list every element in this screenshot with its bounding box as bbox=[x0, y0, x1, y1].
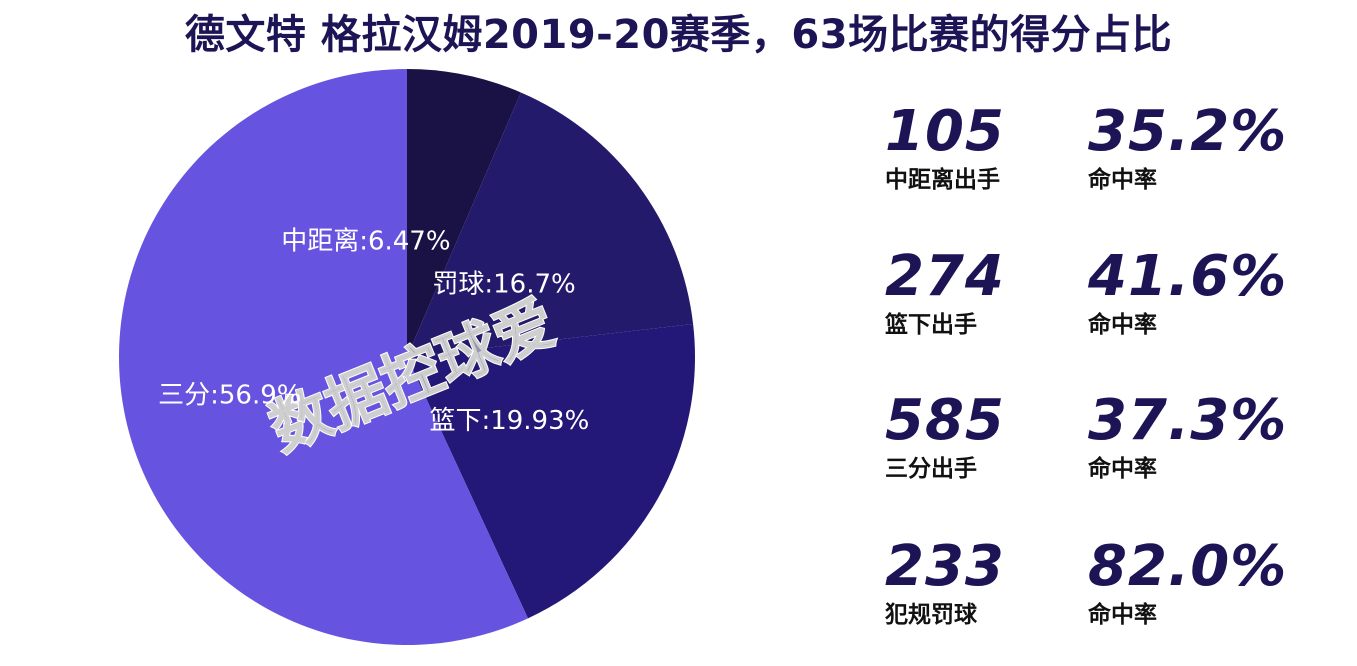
pie-slice-3 bbox=[407, 323, 695, 619]
pie-chart: 数据控球爱 中距离:6.47%罚球:16.7%篮下:19.93%三分:56.9% bbox=[119, 68, 695, 645]
chart-title: 德文特 格拉汉姆2019-20赛季，63场比赛的得分占比 bbox=[184, 12, 1173, 58]
stat-paint-pct: 41.6% 命中率 bbox=[1088, 247, 1287, 339]
slice-label-1: 中距离:6.47% bbox=[281, 227, 450, 257]
stat-value: 233 bbox=[885, 534, 1005, 599]
stat-label: 篮下出手 bbox=[885, 312, 977, 338]
stat-three-attempts: 585 三分出手 bbox=[885, 391, 1005, 483]
stat-label: 命中率 bbox=[1088, 602, 1157, 628]
stat-value: 585 bbox=[885, 388, 1005, 453]
stat-midrange-attempts: 105 中距离出手 bbox=[885, 102, 1005, 194]
pie-slice-1 bbox=[407, 69, 521, 357]
stat-label: 命中率 bbox=[1088, 456, 1157, 482]
pie-slice-4 bbox=[119, 68, 528, 645]
stat-value: 274 bbox=[885, 244, 1005, 309]
stat-three-pct: 37.3% 命中率 bbox=[1088, 391, 1287, 483]
stat-value: 37.3% bbox=[1088, 388, 1288, 453]
stat-paint-attempts: 274 篮下出手 bbox=[885, 247, 1005, 339]
stat-value: 105 bbox=[885, 99, 1005, 164]
stat-label: 三分出手 bbox=[885, 456, 977, 482]
slice-label-4: 三分:56.9% bbox=[158, 381, 301, 411]
stat-midrange-pct: 35.2% 命中率 bbox=[1088, 102, 1287, 194]
stat-label: 犯规罚球 bbox=[885, 602, 977, 628]
slice-label-3: 篮下:19.93% bbox=[429, 406, 589, 436]
pie-slice-2 bbox=[407, 92, 694, 357]
stat-label: 命中率 bbox=[1088, 167, 1157, 193]
stat-freethrow-attempts: 233 犯规罚球 bbox=[885, 537, 1005, 629]
slice-label-2: 罚球:16.7% bbox=[432, 269, 575, 299]
stat-label: 中距离出手 bbox=[885, 167, 1000, 193]
stat-value: 35.2% bbox=[1088, 99, 1288, 164]
stat-freethrow-pct: 82.0% 命中率 bbox=[1088, 537, 1287, 629]
stat-value: 82.0% bbox=[1088, 534, 1288, 599]
stat-value: 41.6% bbox=[1088, 244, 1288, 309]
stat-label: 命中率 bbox=[1088, 312, 1157, 338]
